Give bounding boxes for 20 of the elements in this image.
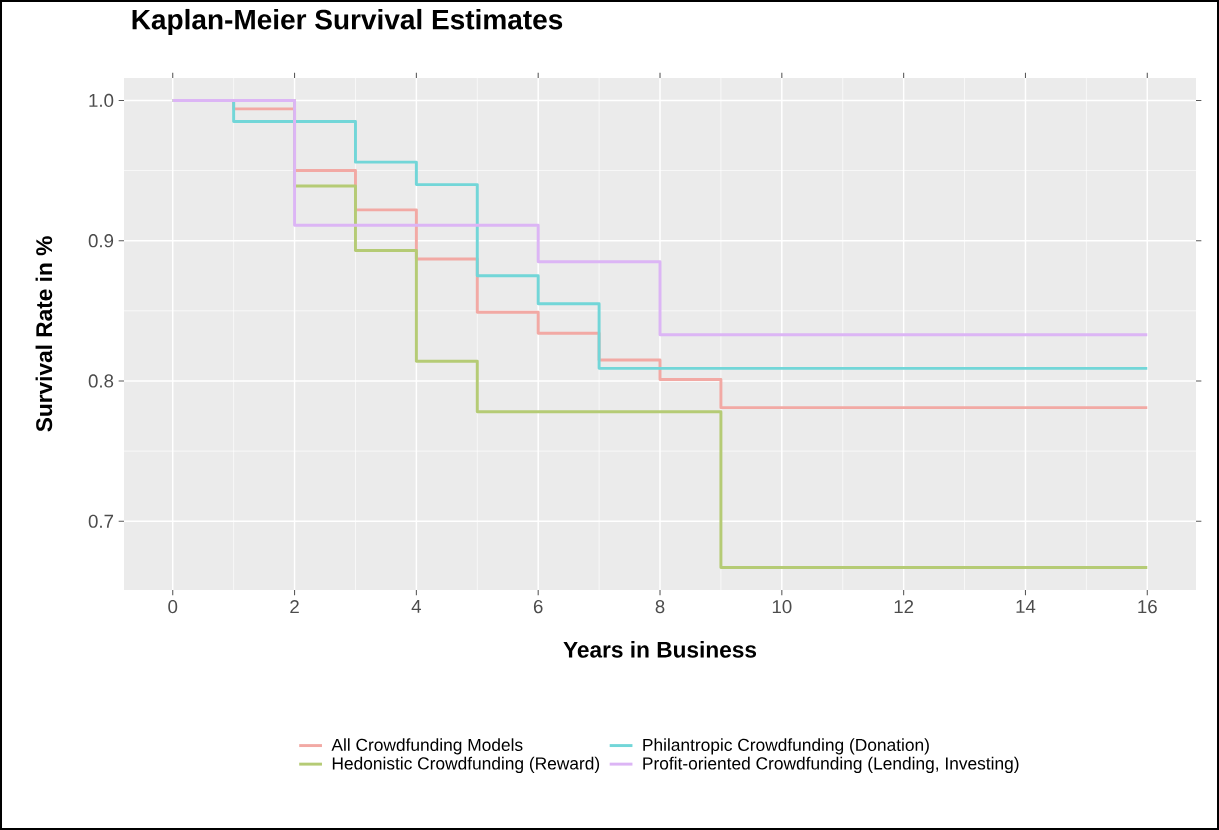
x-tick-label: 6 — [533, 600, 543, 614]
x-tick-label: 14 — [1016, 600, 1036, 613]
y-axis-title: Survival Rate in % — [35, 236, 53, 432]
y-tick-label: 0.9 — [88, 234, 114, 248]
legend-label: Hedonistic Crowdfunding (Reward) — [332, 756, 600, 774]
x-axis-title: Years in Business — [563, 641, 757, 658]
legend-label: All Crowdfunding Models — [331, 738, 523, 755]
x-tick-label: 12 — [894, 600, 914, 614]
chart-title: Kaplan-Meier Survival Estimates — [132, 8, 563, 36]
x-tick-label: 2 — [290, 600, 299, 614]
x-tick-label: 0 — [168, 600, 178, 614]
x-tick-label: 8 — [655, 600, 665, 614]
x-tick-label: 16 — [1138, 600, 1157, 614]
legend-label: Philantropic Crowdfunding (Donation) — [643, 738, 929, 755]
legend-label: Profit-oriented Crowdfunding (Lending, Investing) — [643, 756, 1019, 774]
x-tick-label: 10 — [772, 600, 792, 614]
x-tick-label: 4 — [411, 600, 422, 613]
y-tick-label: 0.8 — [88, 374, 114, 388]
y-tick-label: 1.0 — [89, 93, 114, 108]
y-tick-label: 0.7 — [88, 514, 114, 528]
